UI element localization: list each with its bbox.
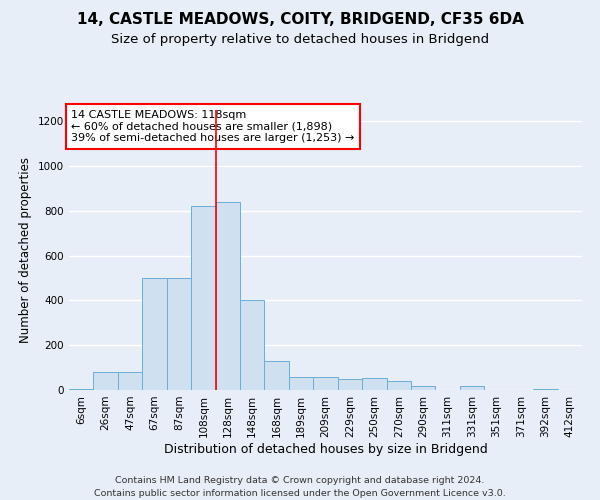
Bar bbox=[313, 376, 338, 390]
Text: Contains HM Land Registry data © Crown copyright and database right 2024.: Contains HM Land Registry data © Crown c… bbox=[115, 476, 485, 485]
Bar bbox=[142, 278, 167, 390]
Bar bbox=[94, 372, 118, 390]
Bar bbox=[191, 206, 215, 390]
Bar bbox=[289, 376, 313, 390]
Bar bbox=[362, 378, 386, 390]
Bar bbox=[386, 381, 411, 390]
Bar bbox=[167, 278, 191, 390]
Text: Size of property relative to detached houses in Bridgend: Size of property relative to detached ho… bbox=[111, 32, 489, 46]
Bar bbox=[215, 202, 240, 390]
Y-axis label: Number of detached properties: Number of detached properties bbox=[19, 157, 32, 343]
Bar bbox=[118, 372, 142, 390]
Bar bbox=[265, 361, 289, 390]
Bar bbox=[460, 386, 484, 390]
Text: 14, CASTLE MEADOWS, COITY, BRIDGEND, CF35 6DA: 14, CASTLE MEADOWS, COITY, BRIDGEND, CF3… bbox=[77, 12, 523, 28]
Text: Contains public sector information licensed under the Open Government Licence v3: Contains public sector information licen… bbox=[94, 489, 506, 498]
Bar bbox=[69, 389, 94, 390]
Bar bbox=[533, 389, 557, 390]
Bar bbox=[411, 386, 436, 390]
X-axis label: Distribution of detached houses by size in Bridgend: Distribution of detached houses by size … bbox=[164, 442, 487, 456]
Bar bbox=[338, 379, 362, 390]
Bar bbox=[240, 300, 265, 390]
Text: 14 CASTLE MEADOWS: 118sqm
← 60% of detached houses are smaller (1,898)
39% of se: 14 CASTLE MEADOWS: 118sqm ← 60% of detac… bbox=[71, 110, 355, 143]
